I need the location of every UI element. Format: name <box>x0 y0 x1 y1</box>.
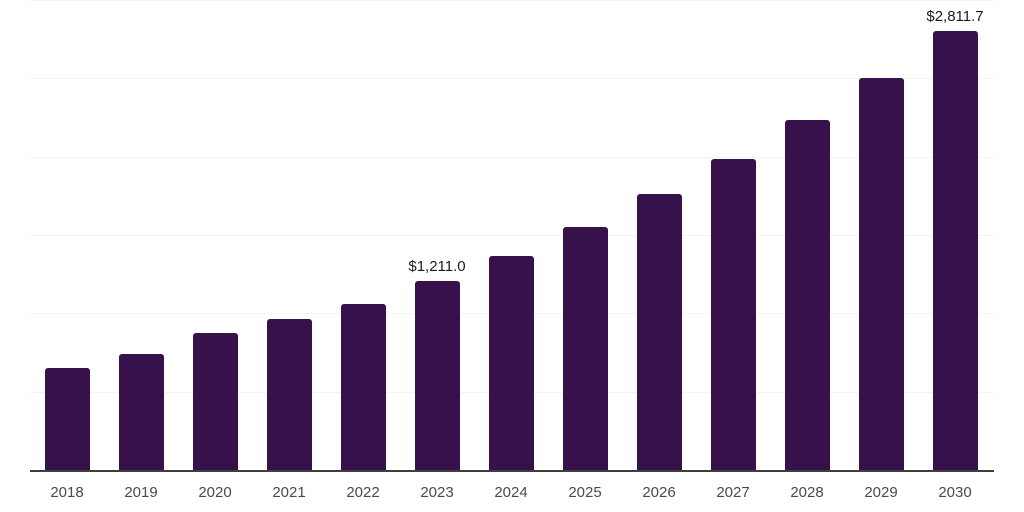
x-tick-2020: 2020 <box>198 484 232 501</box>
gridline-3000 <box>30 0 994 1</box>
bar-2030 <box>932 30 978 471</box>
x-tick-2019: 2019 <box>124 484 158 501</box>
x-tick-2024: 2024 <box>494 484 528 501</box>
x-tick-2028: 2028 <box>790 484 824 501</box>
x-axis-line <box>30 470 994 472</box>
bar-2027 <box>710 159 756 471</box>
bar-2022 <box>340 304 386 471</box>
plot-area: $1,211.0 $2,811.7 <box>30 0 994 471</box>
x-tick-2021: 2021 <box>272 484 306 501</box>
bar-2025 <box>562 227 608 471</box>
x-tick-2025: 2025 <box>568 484 602 501</box>
bar-2019 <box>118 354 164 471</box>
bar-2029 <box>858 78 904 471</box>
gridline-2000 <box>30 156 994 158</box>
x-tick-2022: 2022 <box>346 484 380 501</box>
x-tick-2018: 2018 <box>50 484 84 501</box>
gridline-1500 <box>30 235 994 236</box>
bar-2024 <box>488 256 534 471</box>
bar-2023 <box>414 281 460 471</box>
bar-2021 <box>266 319 312 471</box>
x-tick-2023: 2023 <box>420 484 454 501</box>
x-tick-2030: 2030 <box>938 484 972 501</box>
x-tick-2027: 2027 <box>716 484 750 501</box>
x-tick-2026: 2026 <box>642 484 676 501</box>
data-label-2023: $1,211.0 <box>408 258 466 276</box>
bar-2020 <box>192 333 238 471</box>
x-tick-2029: 2029 <box>864 484 898 501</box>
data-label-2030: $2,811.7 <box>926 7 984 25</box>
bar-2018 <box>44 368 90 471</box>
gridline-2500 <box>30 78 994 80</box>
bar-2028 <box>784 120 830 471</box>
bar-2026 <box>636 194 682 471</box>
